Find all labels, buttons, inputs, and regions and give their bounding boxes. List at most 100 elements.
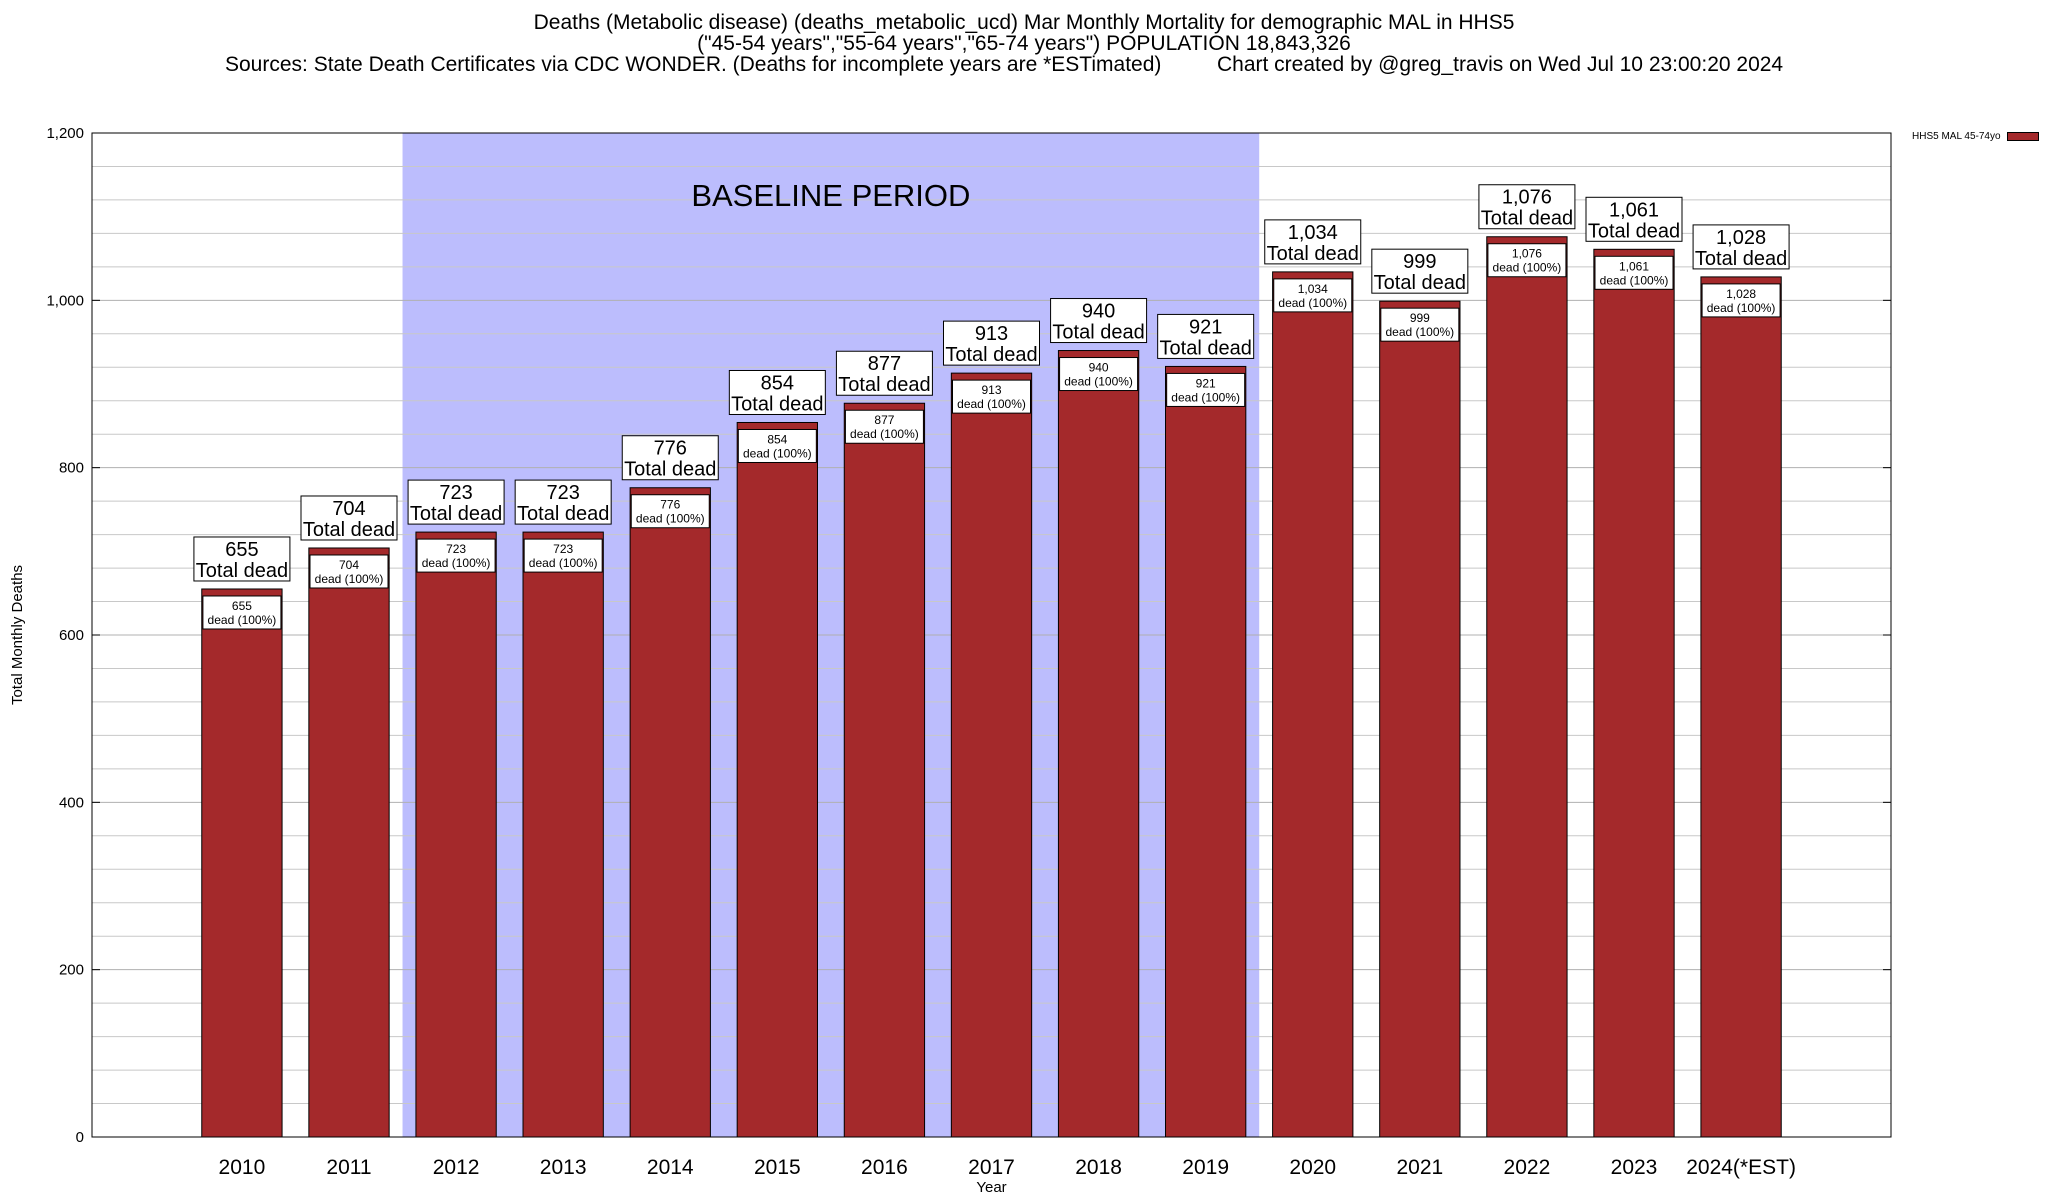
inner-percent-label: dead (100%) [1707,301,1776,315]
total-dead-label: Total dead [1695,248,1787,270]
x-tick-label: 2012 [433,1156,480,1179]
baseline-period-label: BASELINE PERIOD [691,178,970,213]
x-tick-label: 2011 [326,1156,371,1179]
bar [1593,248,1675,1138]
inner-value-label: 1,028 [1726,287,1756,301]
total-label-box [1371,248,1469,294]
inner-label-box [416,538,496,573]
inner-percent-label: dead (100%) [1064,375,1133,389]
total-value-label: 1,034 [1288,222,1338,244]
total-label-box [835,350,933,396]
x-tick-label: 2024(*EST) [1686,1156,1796,1179]
total-dead-label: Total dead [1481,208,1573,230]
legend-label: HHS5 MAL 45-74yo [1912,131,2001,142]
total-dead-label: Total dead [838,374,930,396]
inner-label-box [1166,372,1246,407]
x-tick-label: 2010 [219,1156,266,1179]
y-tick-label: 200 [59,962,84,979]
y-axis-title: Total Monthly Deaths [9,565,26,705]
bar [736,421,818,1138]
total-value-label: 704 [332,498,365,520]
total-label-box [1264,219,1362,265]
bar [522,531,604,1138]
inner-percent-label: dead (100%) [422,556,491,570]
inner-percent-label: dead (100%) [636,512,705,526]
inner-label-box [737,428,817,463]
y-tick-label: 800 [59,460,84,477]
total-label-box [1050,298,1148,344]
inner-percent-label: dead (100%) [1278,296,1347,310]
bar [1165,365,1247,1138]
total-dead-label: Total dead [1588,220,1680,242]
total-value-label: 1,076 [1502,187,1552,209]
bar [1700,276,1782,1138]
total-value-label: 913 [975,323,1008,345]
inner-value-label: 1,076 [1512,247,1542,261]
inner-label-box [1594,255,1674,290]
bar [201,588,283,1138]
inner-percent-label: dead (100%) [850,427,919,441]
inner-percent-label: dead (100%) [208,613,277,627]
x-tick-label: 2015 [754,1156,801,1179]
bar [1272,271,1354,1138]
inner-percent-label: dead (100%) [529,556,598,570]
inner-label-box [202,595,282,630]
total-dead-label: Total dead [517,503,609,525]
total-value-label: 1,061 [1609,199,1659,221]
inner-percent-label: dead (100%) [743,446,812,460]
x-axis-title: Year [976,1179,1006,1196]
total-value-label: 940 [1082,301,1115,323]
total-value-label: 1,028 [1716,227,1766,249]
total-dead-label: Total dead [1374,272,1466,294]
inner-label-box [1273,278,1353,313]
total-dead-label: Total dead [1267,243,1359,265]
inner-label-box [844,409,924,444]
total-dead-label: Total dead [1052,322,1144,344]
total-label-box [943,320,1040,366]
total-label-box [300,495,398,541]
x-tick-label: 2023 [1611,1156,1658,1179]
inner-percent-label: dead (100%) [1493,261,1562,275]
x-tick-label: 2013 [540,1156,587,1179]
bar [1486,236,1568,1138]
chart-credit: Chart created by @greg_travis on Wed Jul… [1217,53,1784,76]
y-tick-label: 400 [59,794,84,811]
inner-value-label: 776 [660,498,680,512]
x-tick-label: 2017 [968,1156,1015,1179]
inner-value-label: 940 [1089,361,1109,375]
chart-title-block: Deaths (Metabolic disease) (deaths_metab… [0,12,2048,54]
total-value-label: 723 [439,482,472,504]
inner-label-box [1059,357,1139,392]
total-dead-label: Total dead [1160,337,1252,359]
x-tick-label: 2018 [1075,1156,1122,1179]
chart-title: Deaths (Metabolic disease) (deaths_metab… [533,11,1515,34]
inner-percent-label: dead (100%) [1171,390,1240,404]
inner-value-label: 999 [1410,311,1430,325]
inner-percent-label: dead (100%) [315,572,384,586]
inner-percent-label: dead (100%) [1600,273,1669,287]
inner-value-label: 913 [981,383,1001,397]
total-value-label: 877 [868,353,901,375]
bar [415,531,497,1138]
chart-subtitle: ("45-54 years","55-64 years","65-74 year… [697,32,1351,55]
inner-value-label: 1,034 [1298,282,1328,296]
inner-percent-label: dead (100%) [957,397,1026,411]
inner-value-label: 877 [874,413,894,427]
total-label-box [728,369,826,415]
total-label-box [621,435,719,481]
y-tick-label: 0 [76,1129,84,1146]
total-dead-label: Total dead [410,503,502,525]
total-dead-label: Total dead [196,560,288,582]
total-label-box [514,479,612,525]
total-label-box [1478,184,1576,230]
bar [1057,350,1140,1138]
x-tick-label: 2014 [647,1156,694,1179]
inner-label-box [309,554,389,589]
chart-sources: Sources: State Death Certificates via CD… [225,53,1162,76]
x-tick-label: 2021 [1396,1156,1443,1179]
total-value-label: 854 [761,372,794,394]
total-value-label: 999 [1403,251,1436,273]
bar [950,372,1033,1138]
inner-label-box [523,538,603,573]
inner-value-label: 1,061 [1619,259,1649,273]
